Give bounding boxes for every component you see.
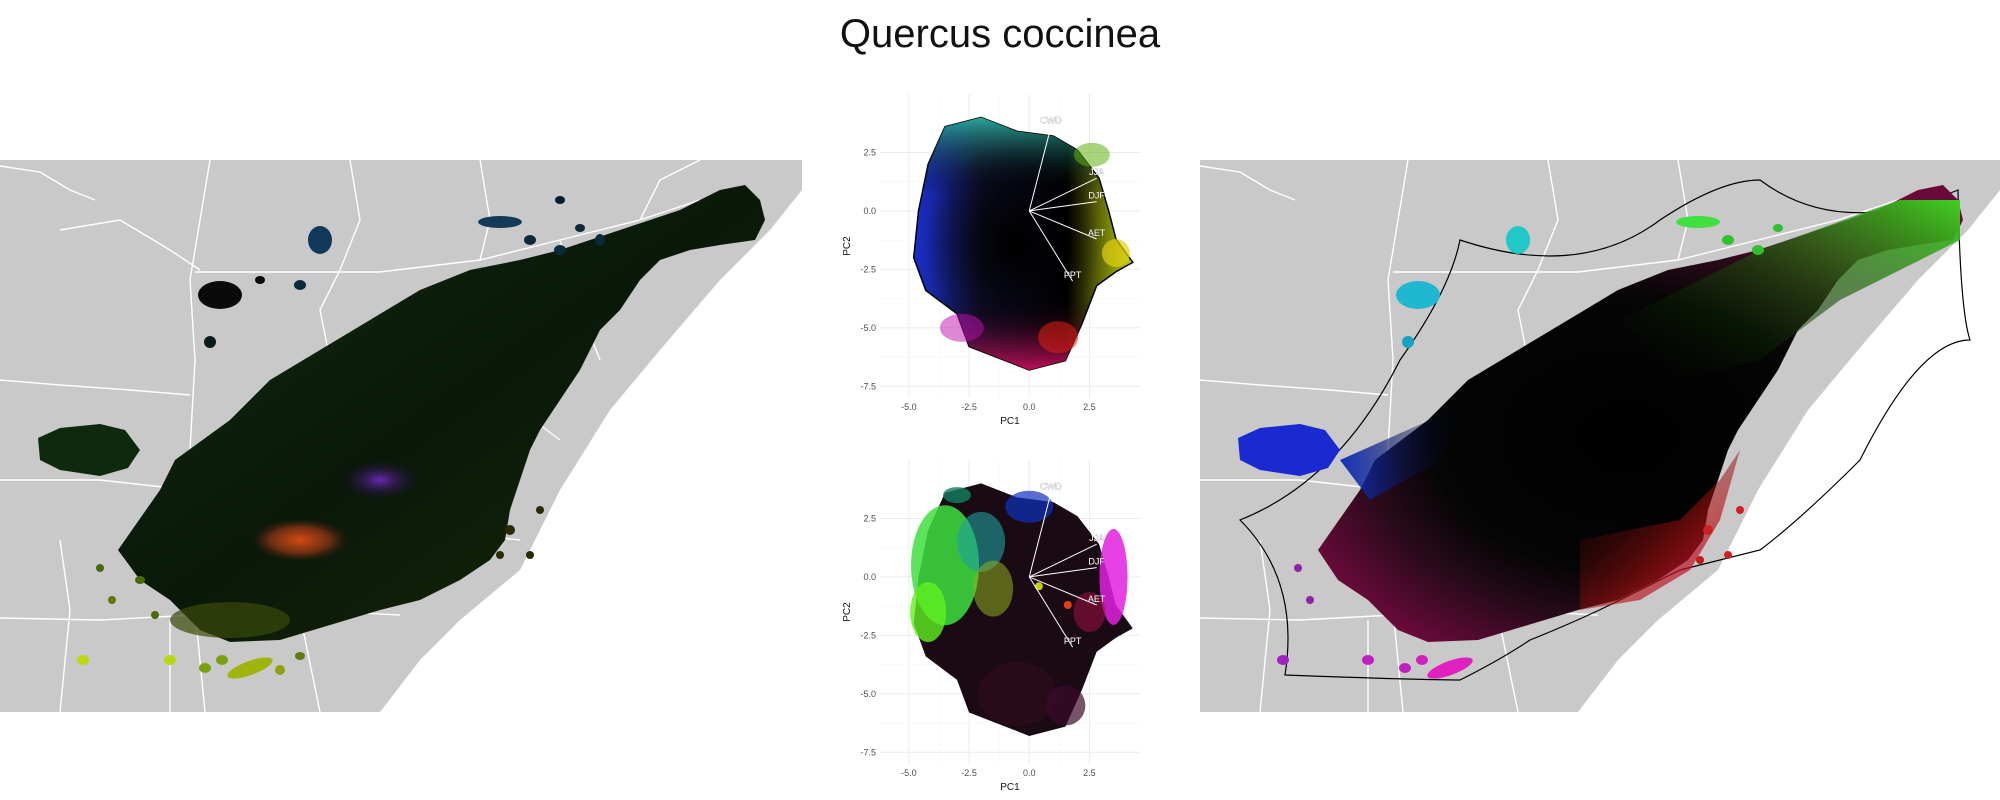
range-yellow-patch xyxy=(170,602,290,638)
x-tick-label: 2.5 xyxy=(1083,402,1096,412)
loading-arrow-djf xyxy=(1029,201,1097,212)
right-range-map xyxy=(1200,160,2000,712)
pca-yellow-region xyxy=(1101,239,1130,268)
y-tick-label: -2.5 xyxy=(860,630,876,640)
pca-point-cluster-3 xyxy=(973,560,1014,617)
y-tick-label: 2.5 xyxy=(863,147,876,157)
pca-point-cluster-1 xyxy=(910,582,947,642)
loading-label-djf: DJF xyxy=(1088,191,1105,201)
loading-arrow-ppt xyxy=(1028,576,1074,648)
ocean xyxy=(1578,160,2000,712)
range-w-blue xyxy=(1340,400,1470,500)
loading-arrow-cwd xyxy=(1028,492,1052,578)
loading-label-cwd: CWD xyxy=(1040,116,1062,126)
loading-arrow-jja xyxy=(1029,177,1097,212)
pca-magenta-region xyxy=(939,313,984,342)
loading-arrow-aet xyxy=(1029,576,1097,606)
range-outliers xyxy=(1277,216,1783,679)
loading-arrow-aet xyxy=(1029,210,1097,240)
pca-point-cluster-7 xyxy=(977,661,1058,726)
pca-point-cluster-2 xyxy=(957,511,1006,572)
y-tick-label: -2.5 xyxy=(860,264,876,274)
y-tick-label: -7.5 xyxy=(860,747,876,757)
ocean xyxy=(380,160,802,712)
x-axis-label: PC1 xyxy=(1000,782,1020,793)
pca-red-region xyxy=(1038,321,1079,354)
y-tick-label: 0.0 xyxy=(863,206,876,216)
x-tick-label: 0.0 xyxy=(1023,768,1036,778)
loading-arrow-ppt xyxy=(1028,210,1074,282)
plot-area: CWD JJA DJF AET PPT -5.0 -2.5 0.0 2.5 2.5 0.0 -2.5 -… xyxy=(842,94,1140,427)
loading-label-ppt: PPT xyxy=(1064,636,1082,646)
plot-area: CWD JJA DJF AET PPT -5.0 -2.5 0.0 2.5 2.5 0.0 -2.5 -… xyxy=(842,460,1140,793)
y-tick-label: -7.5 xyxy=(860,381,876,391)
pca-point xyxy=(1034,582,1043,591)
pca-cloud-core xyxy=(913,117,1133,370)
y-tick-label: 2.5 xyxy=(863,513,876,523)
hull-outline xyxy=(1238,179,1971,681)
page-title: Quercus coccinea xyxy=(839,12,1161,56)
pca-point xyxy=(1063,600,1072,609)
x-tick-label: -2.5 xyxy=(961,768,977,778)
x-tick-label: -5.0 xyxy=(901,768,917,778)
x-axis-label: PC1 xyxy=(1000,416,1020,427)
x-tick-label: -5.0 xyxy=(901,402,917,412)
x-tick-label: 0.0 xyxy=(1023,402,1036,412)
loading-arrow-jja xyxy=(1029,543,1097,578)
range-se-red xyxy=(1580,450,1740,610)
loading-label-aet: AET xyxy=(1088,594,1106,604)
range-outlier-west xyxy=(1238,424,1340,476)
loading-label-aet: AET xyxy=(1088,228,1106,238)
pca-point-cluster-9 xyxy=(943,487,972,504)
pca-top-chart: CWD JJA DJF AET PPT -5.0 -2.5 0.0 2.5 2.5 0.0 -2.5 -… xyxy=(842,94,1140,427)
range-outliers xyxy=(77,196,605,679)
pca-point-cluster-8 xyxy=(1045,685,1086,726)
y-tick-label: -5.0 xyxy=(860,689,876,699)
y-tick-label: -5.0 xyxy=(860,323,876,333)
pca-point-cluster-5 xyxy=(1099,528,1128,625)
loading-label-ppt: PPT xyxy=(1064,270,1082,280)
x-tick-label: 2.5 xyxy=(1083,768,1096,778)
pca-point-cluster-4 xyxy=(1005,490,1054,523)
loading-label-jja: JJA xyxy=(1089,533,1104,543)
y-axis-label: PC2 xyxy=(842,236,853,256)
range-warm-patch xyxy=(250,518,350,562)
loading-label-jja: JJA xyxy=(1089,167,1104,177)
loading-label-djf: DJF xyxy=(1088,557,1105,567)
state-boundaries xyxy=(1200,160,1899,712)
loading-arrow-cwd xyxy=(1028,126,1052,212)
y-axis-label: PC2 xyxy=(842,602,853,622)
x-tick-label: -2.5 xyxy=(961,402,977,412)
pca-bottom-chart: CWD JJA DJF AET PPT -5.0 -2.5 0.0 2.5 2.5 0.0 -2.5 -… xyxy=(842,460,1140,793)
loading-arrow-djf xyxy=(1029,567,1097,578)
range-purple-patch xyxy=(340,460,420,500)
pca-green-region xyxy=(1073,142,1110,167)
pca-point-cluster-6 xyxy=(1073,592,1106,632)
left-range-map xyxy=(0,160,802,712)
y-tick-label: 0.0 xyxy=(863,572,876,582)
range-ne-green xyxy=(1620,200,1960,380)
range-outlier-west xyxy=(38,424,140,476)
loading-label-cwd: CWD xyxy=(1040,482,1062,492)
